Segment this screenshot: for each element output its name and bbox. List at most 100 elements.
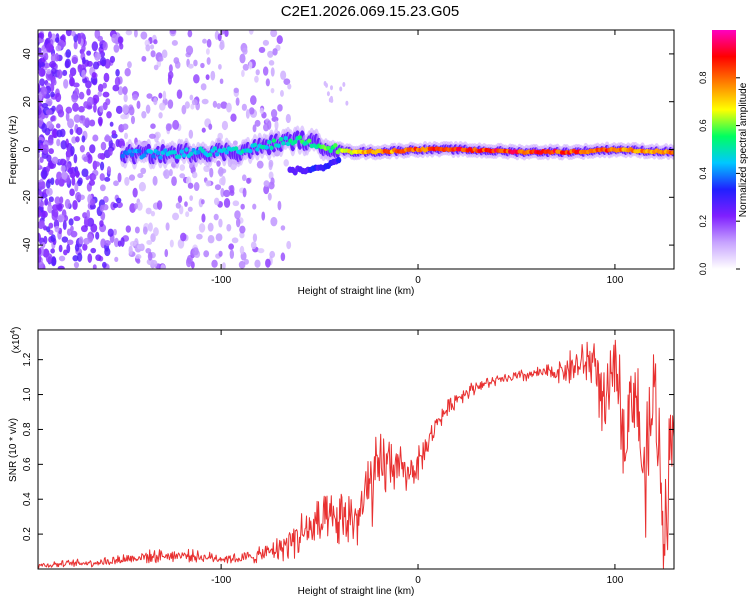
snr-y-label: SNR (10 * v/v) [8, 418, 19, 482]
spectrogram-noise-mark [150, 210, 156, 217]
spectrogram-noise-mark [130, 115, 135, 125]
spectrogram-noise-mark [252, 233, 258, 243]
spectrogram-ridge-core [151, 154, 156, 159]
spectrogram-noise-mark [270, 87, 275, 94]
spectrogram-noise-mark [283, 159, 289, 167]
spectrogram-noise-mark [41, 103, 49, 109]
snr-y-tick-label: 0.4 [22, 492, 33, 506]
spectrogram-noise-mark [115, 105, 123, 114]
snr-scale-exponent: 4 [10, 330, 17, 334]
colorbar-tick-label: 0.6 [698, 119, 708, 132]
spectrogram-noise-mark [265, 78, 270, 87]
spectrogram-ridge-core [181, 153, 187, 158]
snr-y-tick-label: 1.0 [22, 387, 33, 401]
spectrogram-noise-mark [150, 44, 155, 50]
spectrogram-noise-mark [181, 104, 187, 115]
spectrogram-noise-mark [141, 110, 147, 119]
spectrogram-noise-mark [258, 46, 266, 54]
spectrogram-noise-mark [50, 234, 56, 243]
spectrogram-noise-mark [172, 212, 180, 221]
spectrogram-noise-mark [162, 90, 167, 101]
spectrogram-noise-mark [210, 70, 216, 81]
spectrogram-noise-mark [134, 203, 138, 210]
spectrogram-x-ticks: -100 0 100 [211, 30, 624, 286]
spectrogram-noise-mark [242, 47, 248, 55]
spectrogram-noise-mark [277, 200, 282, 211]
spectrogram-noise-mark [179, 164, 186, 171]
spectrogram-noise-mark [276, 35, 283, 45]
colorbar-tick-label: 0.2 [698, 215, 708, 228]
spectrogram-noise-mark [57, 109, 65, 118]
colorbar: 0.0 0.2 0.4 0.6 0.8 Normalized spectral ampl… [698, 30, 749, 275]
spectrogram-noise-mark [267, 192, 272, 201]
spectrogram-noise-mark [99, 56, 107, 67]
spectrogram-noise-mark [97, 35, 103, 42]
spectrogram-noise-mark [38, 159, 41, 169]
spectrogram-noise-mark [339, 86, 343, 92]
spectrogram-noise-mark [116, 201, 123, 209]
spectrogram-noise-mark [84, 117, 91, 128]
spectrogram-noise-mark [97, 91, 102, 97]
spectrogram-noise-mark [187, 63, 194, 69]
spectrogram-ridge-core [276, 143, 281, 149]
spectrogram-noise-mark [38, 152, 41, 159]
spectrogram-noise-mark [61, 236, 69, 243]
colorbar-label: Normalized spectral amplitude [738, 82, 749, 217]
spectrogram-noise-mark [167, 99, 174, 109]
spectrogram-ridge-core [207, 152, 213, 157]
spectrogram-noise-mark [122, 86, 128, 95]
spectrogram-noise-mark [72, 199, 78, 210]
spectrogram-noise-mark [52, 79, 57, 86]
spectrogram-ridge-core [155, 150, 161, 156]
spectrogram-noise-mark [229, 249, 235, 260]
spectrogram-noise-mark [59, 196, 64, 204]
spectrogram-noise-mark [122, 104, 129, 114]
spectrogram-noise-mark [45, 187, 53, 197]
spectrogram-noise-mark [48, 196, 54, 203]
spectrogram-noise-mark [217, 33, 222, 42]
spectrogram-noise-mark [99, 220, 104, 228]
spectrogram-noise-mark [270, 67, 275, 77]
spectrogram-noise-mark [136, 201, 143, 211]
spectrogram-ridge-core [333, 143, 338, 148]
spectrogram-noise-mark [89, 144, 96, 154]
spectrogram-ridge-core [127, 148, 132, 154]
spectrogram-ridge-core [285, 141, 291, 147]
spectrogram-ridge-core [307, 138, 312, 143]
spectrogram-noise-mark [73, 153, 78, 164]
spectrogram-noise-mark [120, 237, 125, 247]
spectrogram-noise-mark [70, 76, 75, 87]
spectrogram-noise-mark [104, 239, 111, 247]
spectrogram-noise-mark [104, 135, 111, 142]
spectrogram-noise-mark [146, 239, 153, 246]
spectrogram-noise-mark [66, 243, 71, 254]
snr-x-tick-label: 0 [415, 575, 421, 586]
spectrogram-noise-mark [50, 91, 55, 98]
spectrogram-noise-mark [39, 78, 46, 86]
spectrogram-noise-mark [201, 213, 206, 223]
colorbar-ticks: 0.0 0.2 0.4 0.6 0.8 [698, 72, 740, 275]
spectrogram-noise-mark [200, 62, 205, 69]
spectrogram-noise-mark [67, 167, 74, 175]
spectrogram-noise-mark [259, 107, 264, 114]
spectrogram-noise-mark [41, 210, 48, 218]
spectrogram-noise-mark [78, 236, 84, 245]
spectrogram-noise-mark [81, 69, 86, 79]
spectrogram-noise-mark [63, 78, 69, 89]
spectrogram-noise-mark [40, 86, 48, 96]
spectrogram-noise-mark [150, 50, 156, 58]
spectrogram-noise-mark [79, 145, 85, 153]
spectrogram-noise-mark [99, 173, 105, 182]
spectrogram-noise-mark [82, 243, 88, 251]
spectrogram-noise-mark [153, 97, 158, 106]
spectrogram-noise-mark [254, 119, 261, 127]
spectrogram-noise-mark [86, 153, 93, 164]
spectrogram-noise-mark [50, 68, 57, 74]
spectrogram-noise-mark [159, 102, 166, 111]
spectrogram-noise-mark [73, 114, 81, 123]
spectrogram-noise-mark [179, 173, 186, 179]
spectrogram-ridge-core [252, 142, 258, 148]
spectrogram-noise-mark [120, 114, 128, 120]
spectrogram-noise-mark [255, 69, 260, 76]
spectrogram-noise-mark [76, 179, 83, 187]
